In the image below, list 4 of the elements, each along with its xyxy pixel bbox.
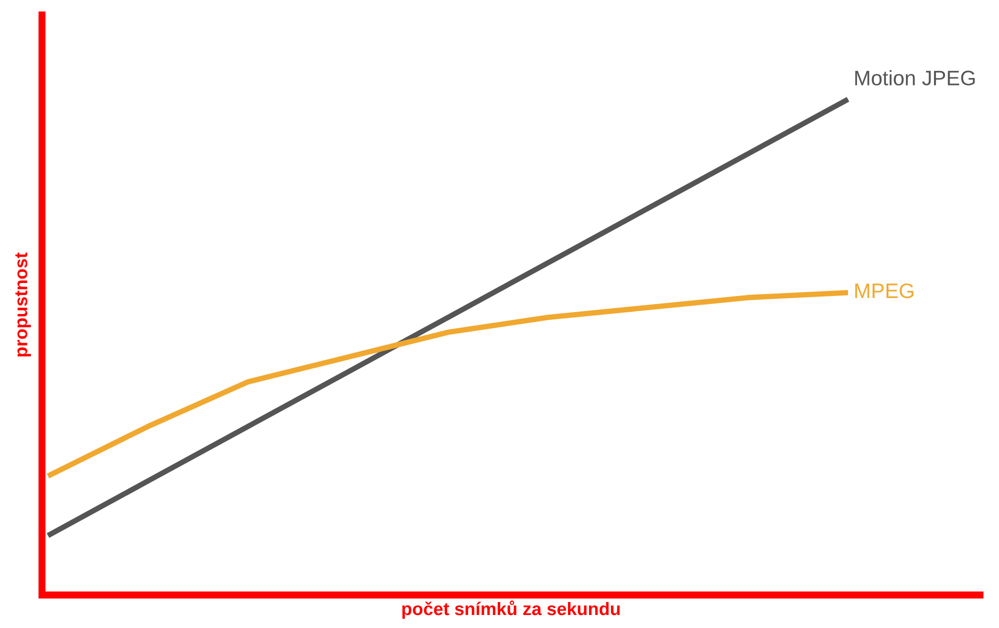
x-axis-title: počet snímků za sekundu bbox=[402, 600, 620, 619]
y-axis-title: propustnost bbox=[15, 252, 31, 356]
series-label: MPEG bbox=[855, 283, 914, 298]
series-label: Motion JPEG bbox=[855, 70, 975, 86]
